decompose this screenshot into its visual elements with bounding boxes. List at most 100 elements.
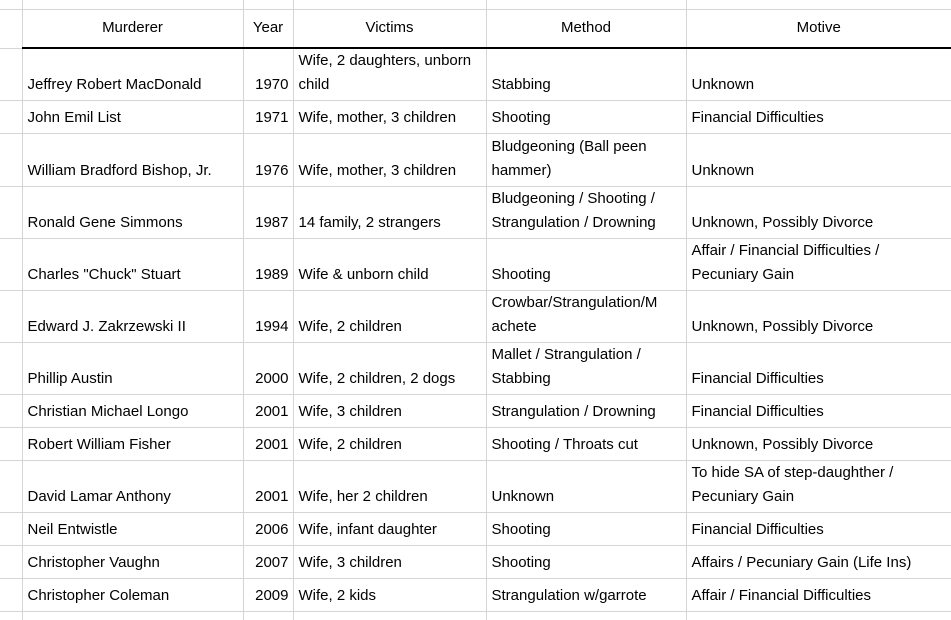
gutter-cell[interactable]: [0, 394, 23, 428]
cell-method[interactable]: Unknown: [485, 460, 687, 513]
cell-murderer[interactable]: Edward J. Zakrzewski II: [21, 290, 244, 343]
cell-murderer[interactable]: Ronald Gene Simmons: [21, 186, 244, 239]
table-row: John Emil List 1971 Wife, mother, 3 chil…: [0, 100, 951, 134]
cell-motive[interactable]: Unknown: [685, 47, 951, 101]
column-header-victims[interactable]: Victims: [292, 9, 487, 49]
cell-year[interactable]: 2001: [242, 427, 294, 461]
gutter-cell[interactable]: [0, 186, 23, 239]
empty-cell[interactable]: [0, 0, 23, 10]
cell-year[interactable]: 2001: [242, 460, 294, 513]
empty-cell[interactable]: [21, 0, 244, 10]
cell-victims[interactable]: Wife, mother, 3 children: [292, 100, 487, 134]
cell-motive[interactable]: Unknown: [685, 133, 951, 187]
cell-motive[interactable]: Financial Difficulties: [685, 611, 951, 620]
column-header-murderer[interactable]: Murderer: [21, 9, 244, 49]
cell-victims[interactable]: Wife, 2 kids: [292, 578, 487, 612]
cell-victims[interactable]: 14 family, 2 strangers: [292, 186, 487, 239]
cell-motive[interactable]: To hide SA of step-daughther / Pecuniary…: [685, 460, 951, 513]
gutter-cell[interactable]: [0, 100, 23, 134]
column-header-motive[interactable]: Motive: [685, 9, 951, 49]
empty-cell[interactable]: [485, 0, 687, 10]
cell-victims[interactable]: Wife & unborn child: [292, 238, 487, 291]
cell-murderer[interactable]: Neal Jacobson: [21, 611, 244, 620]
gutter-cell[interactable]: [0, 47, 23, 101]
cell-murderer[interactable]: Neil Entwistle: [21, 512, 244, 546]
table-row: Christopher Vaughn 2007 Wife, 3 children…: [0, 545, 951, 579]
gutter-cell[interactable]: [0, 460, 23, 513]
empty-cell[interactable]: [292, 0, 487, 10]
cell-method[interactable]: Strangulation w/garrote: [485, 578, 687, 612]
cell-year[interactable]: 1971: [242, 100, 294, 134]
gutter-cell[interactable]: [0, 578, 23, 612]
empty-cell[interactable]: [685, 0, 951, 10]
cell-victims[interactable]: Wife, 2 daughters, unborn child: [292, 47, 487, 101]
gutter-cell[interactable]: [0, 9, 23, 49]
cell-motive[interactable]: Financial Difficulties: [685, 342, 951, 395]
cell-year[interactable]: 1970: [242, 47, 294, 101]
cell-murderer[interactable]: David Lamar Anthony: [21, 460, 244, 513]
cell-year[interactable]: 2001: [242, 394, 294, 428]
cell-victims[interactable]: Wife, infant daughter: [292, 512, 487, 546]
cell-year[interactable]: 1987: [242, 186, 294, 239]
cell-murderer[interactable]: Jeffrey Robert MacDonald: [21, 47, 244, 101]
cell-year[interactable]: 2007: [242, 545, 294, 579]
cell-murderer[interactable]: Christopher Coleman: [21, 578, 244, 612]
cell-victims[interactable]: Wife, twin sons age 7: [292, 611, 487, 620]
gutter-cell[interactable]: [0, 512, 23, 546]
gutter-cell[interactable]: [0, 290, 23, 343]
cell-year[interactable]: 1989: [242, 238, 294, 291]
gutter-cell[interactable]: [0, 427, 23, 461]
cell-murderer[interactable]: Christopher Vaughn: [21, 545, 244, 579]
cell-year[interactable]: 2010: [242, 611, 294, 620]
cell-motive[interactable]: Unknown, Possibly Divorce: [685, 290, 951, 343]
cell-motive[interactable]: Unknown, Possibly Divorce: [685, 427, 951, 461]
cell-method[interactable]: Bludgeoning / Shooting / Strangulation /…: [485, 186, 687, 239]
gutter-cell[interactable]: [0, 133, 23, 187]
cell-victims[interactable]: Wife, 3 children: [292, 545, 487, 579]
cell-victims[interactable]: Wife, 2 children, 2 dogs: [292, 342, 487, 395]
cell-method[interactable]: Bludgeoning (Ball peen hammer): [485, 133, 687, 187]
cell-motive[interactable]: Financial Difficulties: [685, 100, 951, 134]
cell-method[interactable]: Shooting: [485, 100, 687, 134]
gutter-cell[interactable]: [0, 611, 23, 620]
cell-year[interactable]: 2009: [242, 578, 294, 612]
cell-motive[interactable]: Unknown, Possibly Divorce: [685, 186, 951, 239]
cell-murderer[interactable]: Phillip Austin: [21, 342, 244, 395]
cell-method[interactable]: Stabbing: [485, 47, 687, 101]
cell-murderer[interactable]: Robert William Fisher: [21, 427, 244, 461]
cell-victims[interactable]: Wife, her 2 children: [292, 460, 487, 513]
cell-year[interactable]: 1994: [242, 290, 294, 343]
cell-year[interactable]: 2006: [242, 512, 294, 546]
cell-murderer[interactable]: John Emil List: [21, 100, 244, 134]
column-header-method[interactable]: Method: [485, 9, 687, 49]
column-header-year[interactable]: Year: [242, 9, 294, 49]
empty-cell[interactable]: [242, 0, 294, 10]
cell-motive[interactable]: Affair / Financial Difficulties: [685, 578, 951, 612]
gutter-cell[interactable]: [0, 238, 23, 291]
cell-murderer[interactable]: William Bradford Bishop, Jr.: [21, 133, 244, 187]
cell-motive[interactable]: Affairs / Pecuniary Gain (Life Ins): [685, 545, 951, 579]
gutter-cell[interactable]: [0, 342, 23, 395]
cell-method[interactable]: Shooting: [485, 545, 687, 579]
cell-method[interactable]: Shooting: [485, 512, 687, 546]
cell-method[interactable]: Crowbar/Strangulation/M achete: [485, 290, 687, 343]
table-row: Neal Jacobson 2010 Wife, twin sons age 7…: [0, 611, 951, 620]
cell-method[interactable]: Shooting / Throats cut: [485, 427, 687, 461]
cell-motive[interactable]: Affair / Financial Difficulties / Pecuni…: [685, 238, 951, 291]
cell-victims[interactable]: Wife, 3 children: [292, 394, 487, 428]
cell-motive[interactable]: Financial Difficulties: [685, 512, 951, 546]
cell-method[interactable]: Shooting: [485, 611, 687, 620]
cell-year[interactable]: 2000: [242, 342, 294, 395]
cell-method[interactable]: Shooting: [485, 238, 687, 291]
gutter-cell[interactable]: [0, 545, 23, 579]
table-row: Christopher Coleman 2009 Wife, 2 kids St…: [0, 578, 951, 612]
cell-method[interactable]: Strangulation / Drowning: [485, 394, 687, 428]
cell-murderer[interactable]: Christian Michael Longo: [21, 394, 244, 428]
cell-year[interactable]: 1976: [242, 133, 294, 187]
cell-method[interactable]: Mallet / Strangulation / Stabbing: [485, 342, 687, 395]
cell-victims[interactable]: Wife, 2 children: [292, 290, 487, 343]
cell-murderer[interactable]: Charles "Chuck" Stuart: [21, 238, 244, 291]
cell-victims[interactable]: Wife, 2 children: [292, 427, 487, 461]
cell-motive[interactable]: Financial Difficulties: [685, 394, 951, 428]
cell-victims[interactable]: Wife, mother, 3 children: [292, 133, 487, 187]
